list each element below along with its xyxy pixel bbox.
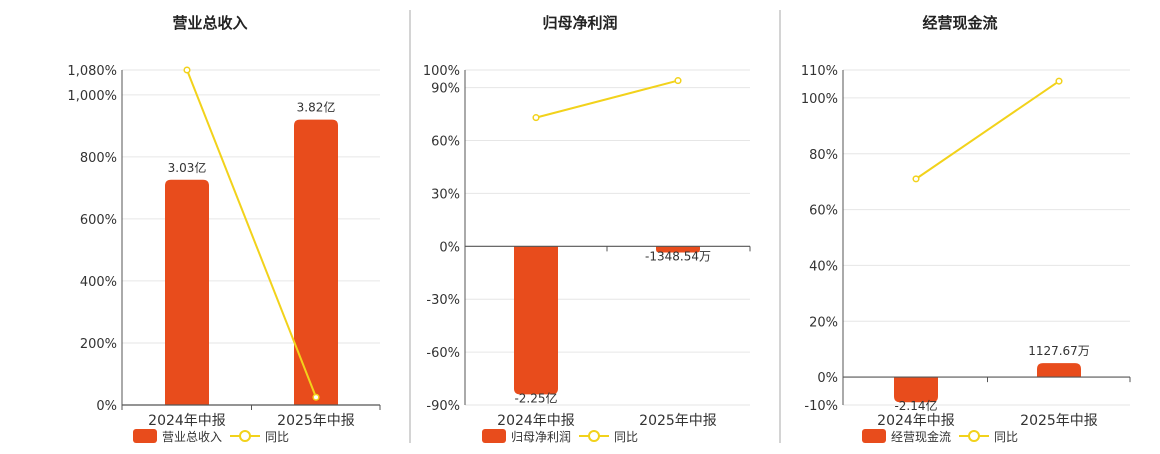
y-tick-label: 60% bbox=[809, 204, 838, 219]
y-tick-label: 200% bbox=[80, 337, 117, 352]
legend-line-marker bbox=[588, 430, 600, 442]
y-tick-label: 60% bbox=[431, 135, 460, 150]
y-tick-label: 0% bbox=[96, 399, 117, 414]
yoy-line bbox=[535, 79, 679, 119]
bar bbox=[656, 246, 700, 253]
x-category-label: 2025年中报 bbox=[1020, 413, 1098, 429]
y-tick-label: 600% bbox=[80, 213, 117, 228]
y-tick-label: 100% bbox=[801, 92, 838, 107]
y-tick-label: 0% bbox=[439, 240, 460, 255]
yoy-line bbox=[186, 69, 317, 398]
chart-title: 营业总收入 bbox=[172, 14, 247, 32]
yoy-point bbox=[1055, 77, 1063, 85]
x-category-label: 2024年中报 bbox=[148, 413, 226, 429]
y-tick-label: 110% bbox=[801, 64, 838, 79]
y-tick-label: 800% bbox=[80, 151, 117, 166]
legend-line-label: 同比 bbox=[265, 430, 289, 444]
x-category-label: 2024年中报 bbox=[877, 413, 955, 429]
y-tick-label: 80% bbox=[809, 148, 838, 163]
y-tick-label: 30% bbox=[431, 187, 460, 202]
bar bbox=[294, 119, 338, 405]
y-tick-label: 1,000% bbox=[67, 89, 117, 104]
y-tick-label: 100% bbox=[423, 64, 460, 79]
chart-title: 归母净利润 bbox=[542, 14, 617, 32]
bar-data-label: -2.25亿 bbox=[514, 390, 557, 405]
bar bbox=[514, 246, 558, 395]
bar-data-label: -1348.54万 bbox=[645, 249, 711, 263]
y-tick-label: 90% bbox=[431, 82, 460, 97]
y-tick-label: -60% bbox=[426, 346, 460, 361]
bar-data-label: 3.03亿 bbox=[168, 160, 207, 175]
y-tick-label: 20% bbox=[809, 315, 838, 330]
y-tick-label: -10% bbox=[804, 399, 838, 414]
legend-bar-label: 归母净利润 bbox=[511, 430, 571, 444]
bar bbox=[894, 377, 938, 403]
yoy-point bbox=[674, 77, 682, 85]
bar-data-label: 3.82亿 bbox=[297, 100, 336, 115]
legend-line-marker bbox=[239, 430, 251, 442]
legend-bar-label: 经营现金流 bbox=[891, 429, 951, 444]
x-category-label: 2025年中报 bbox=[639, 413, 717, 429]
y-tick-label: 400% bbox=[80, 275, 117, 290]
y-tick-label: -30% bbox=[426, 293, 460, 308]
legend-bar-swatch bbox=[482, 429, 506, 443]
yoy-line bbox=[915, 80, 1060, 180]
y-tick-label: 40% bbox=[809, 259, 838, 274]
bar-data-label: -2.14亿 bbox=[894, 398, 937, 413]
legend-bar-swatch bbox=[133, 429, 157, 443]
legend-line-label: 同比 bbox=[994, 430, 1018, 444]
chart-title: 经营现金流 bbox=[922, 14, 997, 32]
legend-bar-swatch bbox=[862, 429, 886, 443]
legend-line-label: 同比 bbox=[614, 430, 638, 444]
bar bbox=[1037, 363, 1081, 378]
x-category-label: 2024年中报 bbox=[497, 413, 575, 429]
y-tick-label: 1,080% bbox=[67, 64, 117, 79]
yoy-point bbox=[912, 175, 920, 183]
bar bbox=[165, 179, 209, 405]
y-tick-label: 0% bbox=[817, 371, 838, 386]
yoy-point bbox=[532, 114, 540, 122]
x-category-label: 2025年中报 bbox=[277, 413, 355, 429]
bar-data-label: 1127.67万 bbox=[1028, 344, 1090, 358]
y-tick-label: -90% bbox=[426, 399, 460, 414]
yoy-point bbox=[183, 66, 191, 74]
legend-bar-label: 营业总收入 bbox=[162, 430, 222, 444]
yoy-point bbox=[312, 393, 320, 401]
legend-line-marker bbox=[968, 430, 980, 442]
